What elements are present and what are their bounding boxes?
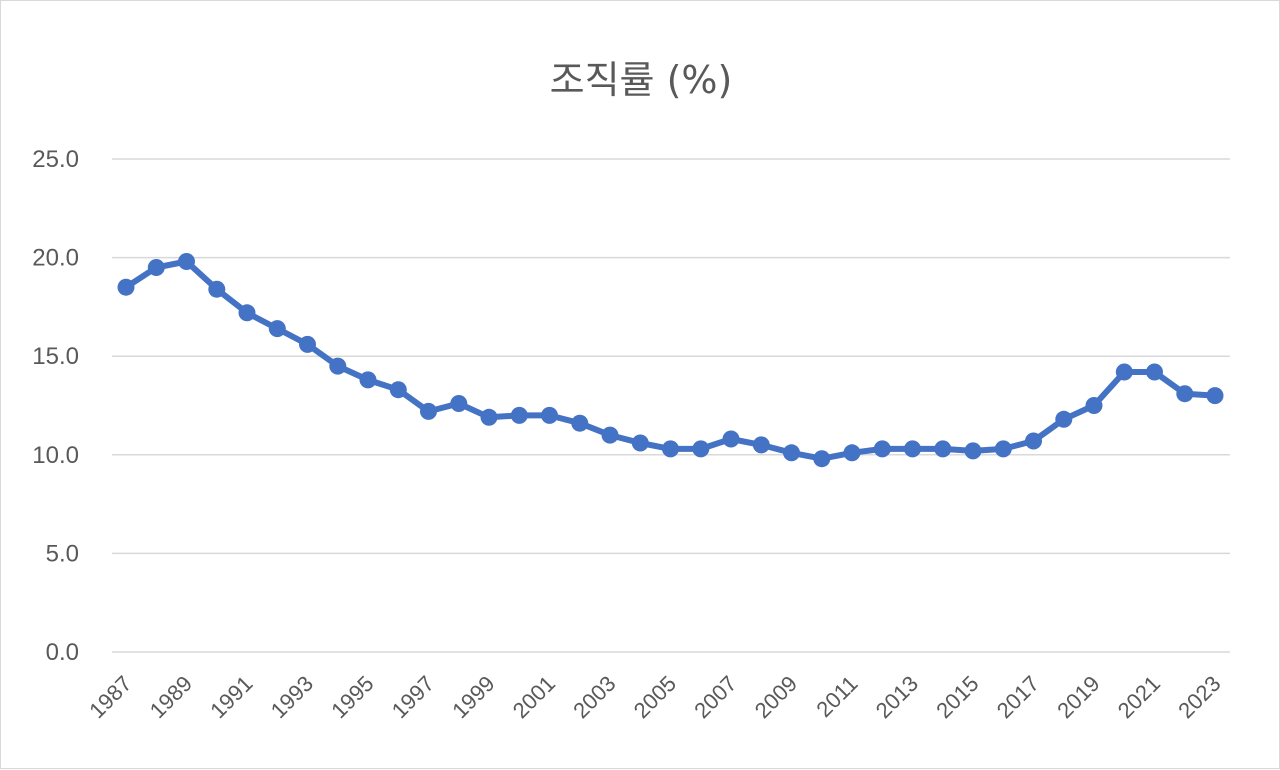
x-tick-label: 2005: [629, 671, 681, 723]
data-point: [117, 278, 135, 296]
y-tick-label: 10.0: [32, 442, 79, 469]
data-point: [268, 320, 286, 338]
y-tick-label: 15.0: [32, 343, 79, 370]
series-layer: [117, 253, 1224, 468]
data-point: [208, 280, 226, 298]
x-tick-label: 2009: [750, 671, 802, 723]
x-tick-label: 1989: [145, 671, 197, 723]
x-tick-label: 1997: [387, 671, 439, 723]
data-point: [843, 444, 861, 462]
data-point: [662, 440, 679, 458]
data-point: [238, 304, 256, 322]
data-point: [631, 434, 649, 452]
x-tick-label: 2019: [1052, 671, 1104, 723]
y-tick-label: 25.0: [32, 146, 79, 173]
data-point: [1025, 432, 1042, 450]
data-point: [692, 440, 710, 458]
data-point: [359, 371, 377, 389]
data-point: [904, 440, 921, 458]
data-point: [480, 408, 498, 426]
x-tick-label: 1995: [326, 671, 378, 723]
data-point: [178, 253, 195, 270]
data-point: [601, 426, 619, 444]
data-point: [1115, 363, 1133, 381]
data-point: [994, 440, 1012, 458]
data-point: [510, 406, 528, 424]
x-tick-label: 1999: [447, 671, 499, 723]
x-tick-label: 1991: [205, 671, 257, 723]
x-tick-label: 2015: [931, 671, 983, 723]
x-tick-label: 2003: [568, 671, 620, 723]
data-point: [389, 381, 407, 399]
x-axis-ticks: 1987 1989 1991 1993 1995 1997 1999 2001 2003 2005…: [84, 671, 1225, 723]
data-point: [1085, 397, 1103, 414]
y-tick-label: 5.0: [46, 540, 79, 567]
x-tick-label: 2001: [508, 671, 560, 723]
data-point: [450, 395, 468, 412]
data-point: [1176, 385, 1194, 403]
y-tick-label: 20.0: [32, 245, 79, 272]
data-point: [873, 440, 891, 458]
x-tick-label: 2007: [689, 671, 741, 723]
y-tick-label: 0.0: [46, 639, 79, 666]
x-tick-label: 2013: [871, 671, 923, 723]
series-line: [123, 258, 1218, 462]
data-point: [934, 440, 952, 458]
data-point: [420, 402, 437, 420]
x-tick-label: 2023: [1173, 671, 1225, 723]
data-point: [147, 259, 165, 276]
data-point: [1055, 410, 1073, 428]
data-point: [329, 357, 347, 375]
data-point: [722, 430, 740, 448]
data-point: [1146, 363, 1163, 381]
data-point: [813, 450, 831, 468]
data-point: [299, 335, 316, 353]
x-tick-label: 1987: [84, 671, 136, 723]
x-tick-label: 2021: [1113, 671, 1165, 723]
data-point: [1206, 387, 1224, 405]
data-point: [752, 436, 770, 454]
y-axis-ticks: 0.0 5.0 10.0 15.0 20.0 25.0: [32, 146, 79, 666]
x-tick-label: 2011: [811, 671, 862, 722]
data-point: [783, 444, 800, 462]
data-point: [541, 406, 558, 424]
data-point: [964, 442, 982, 460]
x-tick-label: 1993: [266, 671, 318, 723]
data-point: [571, 414, 589, 432]
x-tick-label: 2017: [992, 671, 1044, 723]
chart-title: 조직률 (%): [550, 58, 733, 102]
gridlines: [112, 158, 1230, 653]
